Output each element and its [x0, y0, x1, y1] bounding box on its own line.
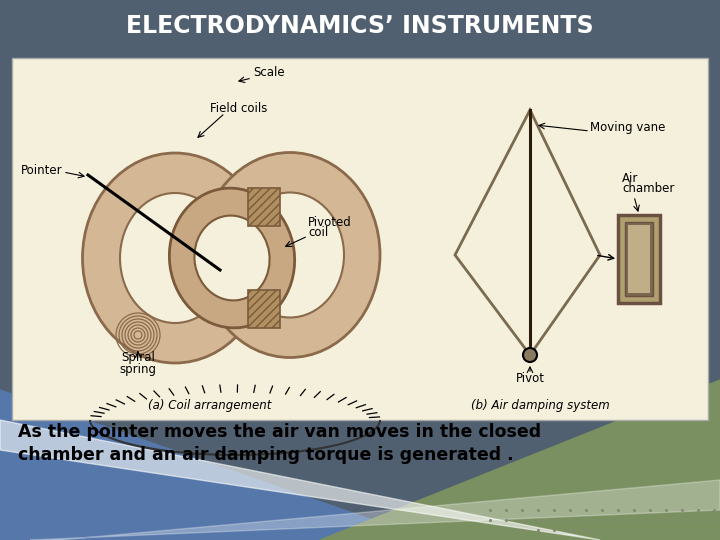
- Bar: [248, 290, 280, 328]
- Polygon shape: [320, 380, 720, 540]
- Bar: [0, 0, 720, 52]
- Bar: [248, 188, 280, 226]
- Bar: [12, 58, 708, 420]
- Text: Air: Air: [622, 172, 639, 185]
- Text: chamber and an air damping torque is generated .: chamber and an air damping torque is gen…: [18, 446, 513, 464]
- Text: Moving vane: Moving vane: [590, 122, 665, 134]
- Bar: [625, 222, 653, 296]
- Text: (a) Coil arrangement: (a) Coil arrangement: [148, 399, 271, 411]
- Text: (b) Air damping system: (b) Air damping system: [471, 399, 609, 411]
- Text: Field coils: Field coils: [210, 102, 267, 114]
- Text: Pivot: Pivot: [516, 372, 544, 384]
- Ellipse shape: [194, 215, 269, 300]
- Ellipse shape: [169, 188, 294, 328]
- Text: coil: coil: [308, 226, 328, 240]
- Text: Pivoted: Pivoted: [308, 215, 352, 228]
- Ellipse shape: [120, 193, 230, 323]
- Circle shape: [523, 348, 537, 362]
- Bar: [618, 215, 660, 303]
- Text: Scale: Scale: [253, 66, 284, 79]
- Text: ELECTRODYNAMICS’ INSTRUMENTS: ELECTRODYNAMICS’ INSTRUMENTS: [126, 14, 594, 38]
- Ellipse shape: [83, 153, 268, 363]
- Text: spring: spring: [120, 362, 156, 375]
- Ellipse shape: [236, 192, 344, 318]
- Polygon shape: [30, 480, 720, 540]
- Text: Pointer: Pointer: [20, 164, 62, 177]
- Text: As the pointer moves the air van moves in the closed: As the pointer moves the air van moves i…: [18, 423, 541, 441]
- Text: chamber: chamber: [622, 183, 675, 195]
- Polygon shape: [0, 390, 430, 540]
- Bar: [628, 225, 650, 293]
- Polygon shape: [0, 420, 600, 540]
- Text: Spiral: Spiral: [121, 352, 155, 365]
- Ellipse shape: [200, 152, 380, 357]
